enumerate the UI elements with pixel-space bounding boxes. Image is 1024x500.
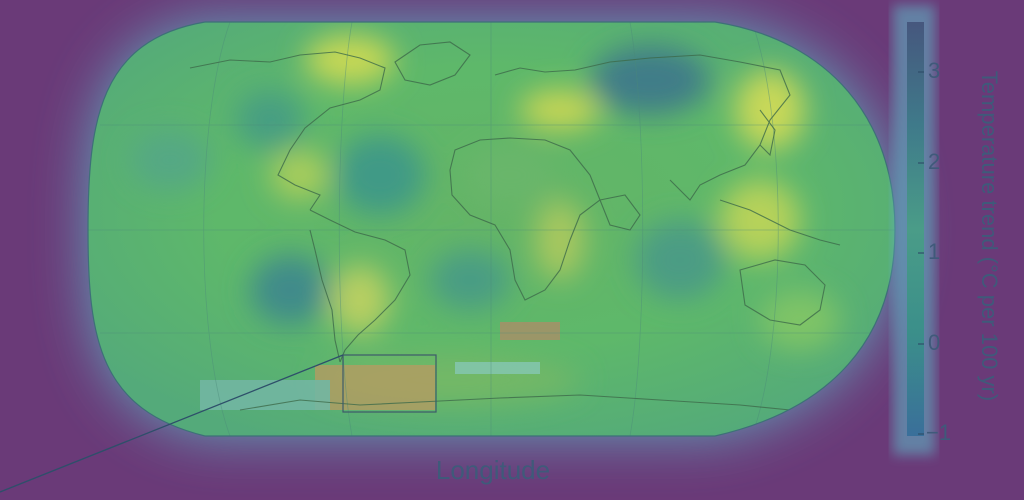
coastlines <box>189 41 841 411</box>
inset-callout-line <box>0 354 344 493</box>
colorbar-tick-marks <box>918 71 924 435</box>
colorbar <box>907 22 924 436</box>
colorbar-tick-label: 3 <box>928 58 941 83</box>
colorbar-label: Temperature trend (°C per 100 yr) <box>977 70 1002 402</box>
colorbar-tick-label: 2 <box>928 149 941 174</box>
x-axis-label: Longitude <box>435 455 551 485</box>
globe-body <box>88 22 895 436</box>
colorbar-tick-label: −1 <box>926 420 952 445</box>
colorbar-tick-label: 0 <box>928 330 941 355</box>
colorbar-tick-label: 1 <box>928 239 941 264</box>
inset-box <box>342 354 437 413</box>
graticule <box>88 22 895 436</box>
